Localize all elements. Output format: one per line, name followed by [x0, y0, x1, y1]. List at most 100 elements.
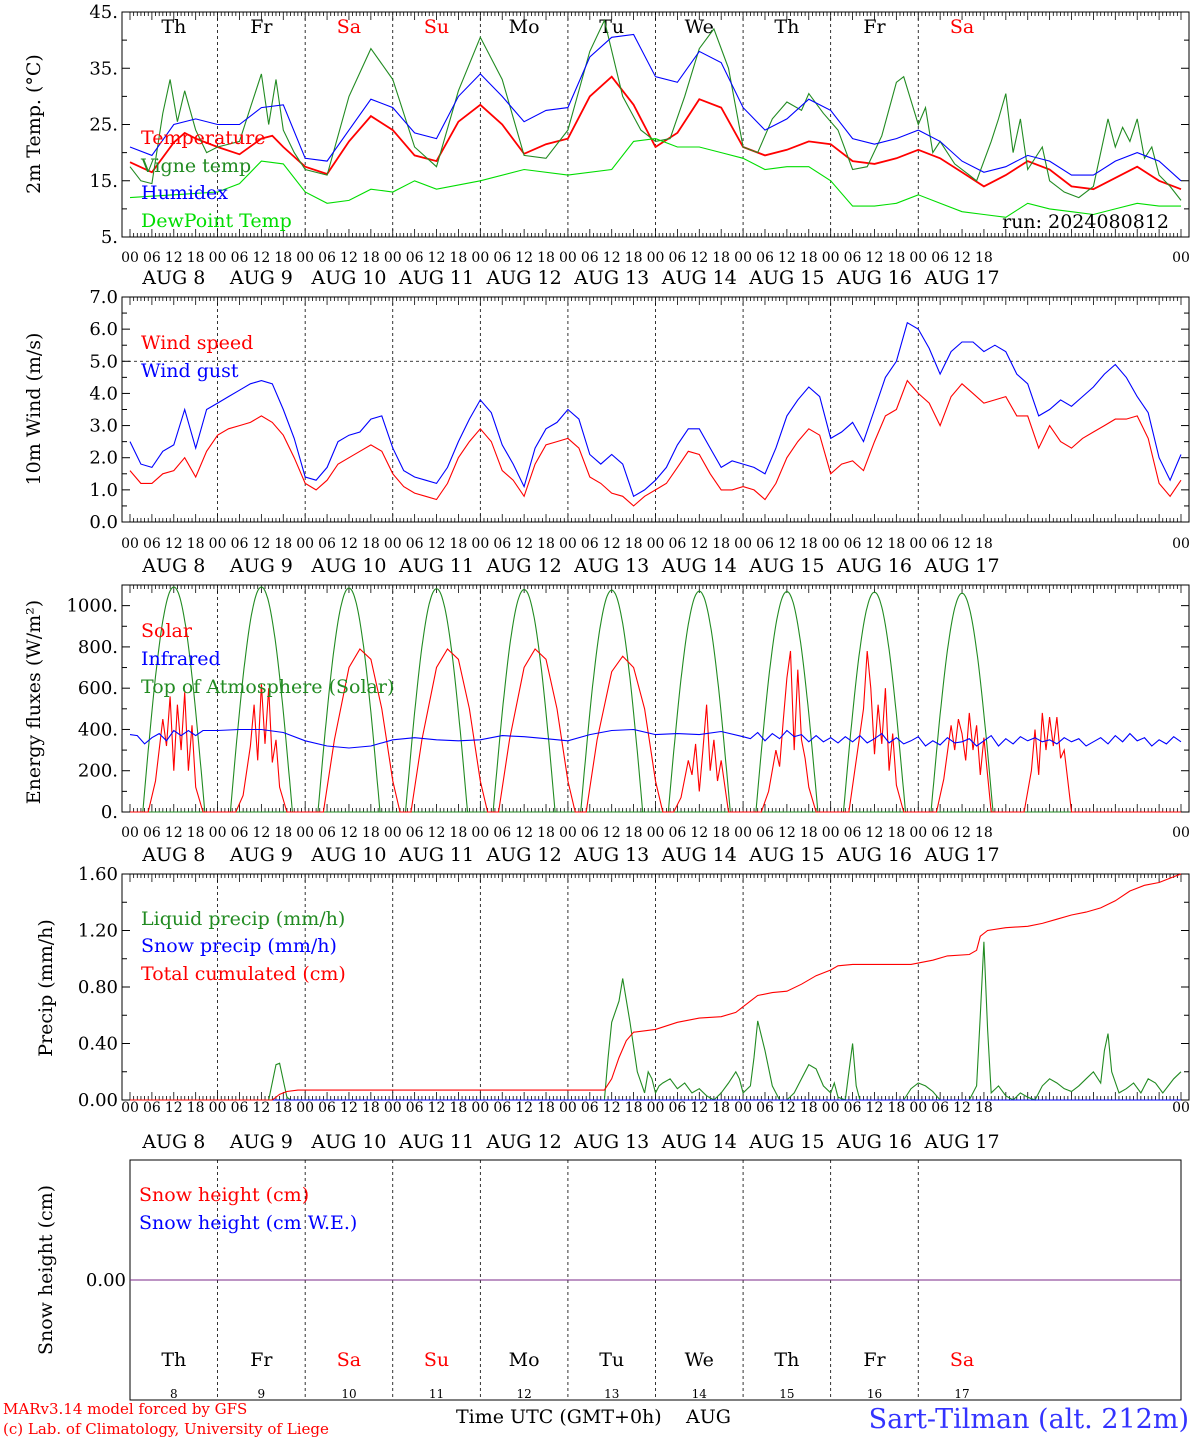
hour-label: 06 — [318, 250, 336, 266]
hour-label: 00 — [296, 536, 314, 552]
series-line-vigne-temp — [129, 18, 1182, 201]
hour-label: 00 — [384, 250, 402, 266]
hour-label: 18 — [537, 536, 555, 552]
hour-label: 12 — [866, 250, 884, 266]
hour-label: 00 — [1172, 250, 1190, 266]
day-number-label: 11 — [429, 1387, 444, 1401]
hour-label: 12 — [778, 825, 796, 841]
hour-label: 00 — [909, 1100, 927, 1116]
y-tick-label: 1000. — [66, 596, 118, 617]
date-label: AUG 14 — [661, 267, 737, 289]
hour-label: 00 — [909, 825, 927, 841]
hour-label: 18 — [537, 1100, 555, 1116]
hour-label: 12 — [778, 250, 796, 266]
hour-label: 00 — [1172, 1100, 1190, 1116]
legend-solar: Solar — [141, 620, 193, 642]
hour-label: 00 — [647, 1100, 665, 1116]
day-of-week-label: Mo — [509, 1349, 540, 1371]
date-label: AUG 16 — [836, 1131, 912, 1153]
hour-label: 18 — [274, 250, 292, 266]
hour-label: 12 — [953, 250, 971, 266]
hour-label: 12 — [515, 536, 533, 552]
hour-label: 18 — [274, 536, 292, 552]
hour-label: 18 — [625, 250, 643, 266]
footer: MARv3.14 model forced by GFS (c) Lab. of… — [3, 1400, 1189, 1438]
hour-label: 12 — [340, 536, 358, 552]
day-of-week-label: Sa — [950, 1349, 974, 1371]
hour-label: 00 — [121, 250, 139, 266]
day-number-label: 15 — [779, 1387, 794, 1401]
day-number-label: 14 — [692, 1387, 708, 1401]
time-axis-month: AUG — [685, 1406, 731, 1428]
toa-solar-curve — [580, 589, 644, 813]
date-label: AUG 12 — [486, 1131, 562, 1153]
y-tick-label: 0. — [101, 802, 118, 823]
series-line-infrared — [129, 728, 1182, 749]
hour-label: 00 — [121, 1100, 139, 1116]
hour-label: 06 — [668, 250, 686, 266]
hour-label: 12 — [165, 825, 183, 841]
hour-label: 18 — [274, 1100, 292, 1116]
y-tick-label: 15. — [89, 171, 118, 192]
y-tick-label: 400. — [78, 719, 118, 740]
date-label: AUG 8 — [141, 1131, 205, 1153]
day-of-week-label: Su — [424, 1349, 449, 1371]
panel-energy: Energy fluxes (W/m²) 0. 200. 400. 600. 800. 1… — [23, 584, 1190, 866]
hour-label: 06 — [756, 825, 774, 841]
y-tick-label: 0.0 — [89, 512, 118, 533]
hour-label: 18 — [975, 825, 993, 841]
date-label: AUG 15 — [748, 1131, 824, 1153]
toa-solar-curve — [930, 592, 994, 813]
hour-label: 06 — [231, 536, 249, 552]
hour-label: 00 — [734, 1100, 752, 1116]
series-line-temperature — [129, 75, 1182, 191]
hour-label: 18 — [975, 250, 993, 266]
hour-label: 12 — [428, 1100, 446, 1116]
hour-label: 18 — [450, 250, 468, 266]
hour-label: 12 — [340, 1100, 358, 1116]
hour-label: 00 — [734, 250, 752, 266]
hour-label: 18 — [887, 1100, 905, 1116]
hour-label: 18 — [187, 250, 205, 266]
hour-label: 06 — [143, 536, 161, 552]
hour-label: 12 — [603, 250, 621, 266]
hour-label: 12 — [252, 1100, 270, 1116]
panel-energy-ylabel: Energy fluxes (W/m²) — [23, 600, 45, 804]
hour-label: 12 — [515, 1100, 533, 1116]
hour-label: 18 — [887, 250, 905, 266]
date-label: AUG 12 — [486, 555, 562, 577]
toa-solar-curve — [842, 591, 907, 813]
date-label: AUG 10 — [310, 1131, 386, 1153]
hour-label: 18 — [887, 825, 905, 841]
hour-label: 06 — [931, 825, 949, 841]
date-label: AUG 12 — [486, 844, 562, 866]
date-label: AUG 13 — [573, 267, 649, 289]
legend-dewpoint-temp: DewPoint Temp — [141, 210, 292, 232]
day-of-week-label: Tu — [599, 1349, 624, 1371]
day-of-week-label: Sa — [337, 1349, 361, 1371]
date-label: AUG 17 — [923, 844, 999, 866]
hour-label: 06 — [231, 825, 249, 841]
hour-label: 12 — [778, 536, 796, 552]
legend-snow-height: Snow height (cm) — [139, 1184, 309, 1206]
day-of-week-label: Sa — [337, 16, 361, 38]
hour-label: 00 — [121, 536, 139, 552]
date-label: AUG 15 — [748, 555, 824, 577]
credit-line-1: MARv3.14 model forced by GFS — [3, 1400, 247, 1418]
date-label: AUG 17 — [923, 555, 999, 577]
hour-label: 06 — [318, 536, 336, 552]
hour-label: 06 — [493, 250, 511, 266]
day-number-label: 10 — [341, 1387, 356, 1401]
station-name: Sart-Tilman (alt. 212m) — [869, 1404, 1189, 1435]
y-tick-label: 0.00 — [86, 1270, 126, 1291]
hour-label: 00 — [734, 825, 752, 841]
hour-label: 06 — [844, 825, 862, 841]
date-label: AUG 14 — [661, 555, 737, 577]
date-label: AUG 16 — [836, 844, 912, 866]
run-annotation: run: 2024080812 — [1002, 211, 1169, 233]
hour-label: 12 — [252, 825, 270, 841]
hour-label: 18 — [975, 536, 993, 552]
